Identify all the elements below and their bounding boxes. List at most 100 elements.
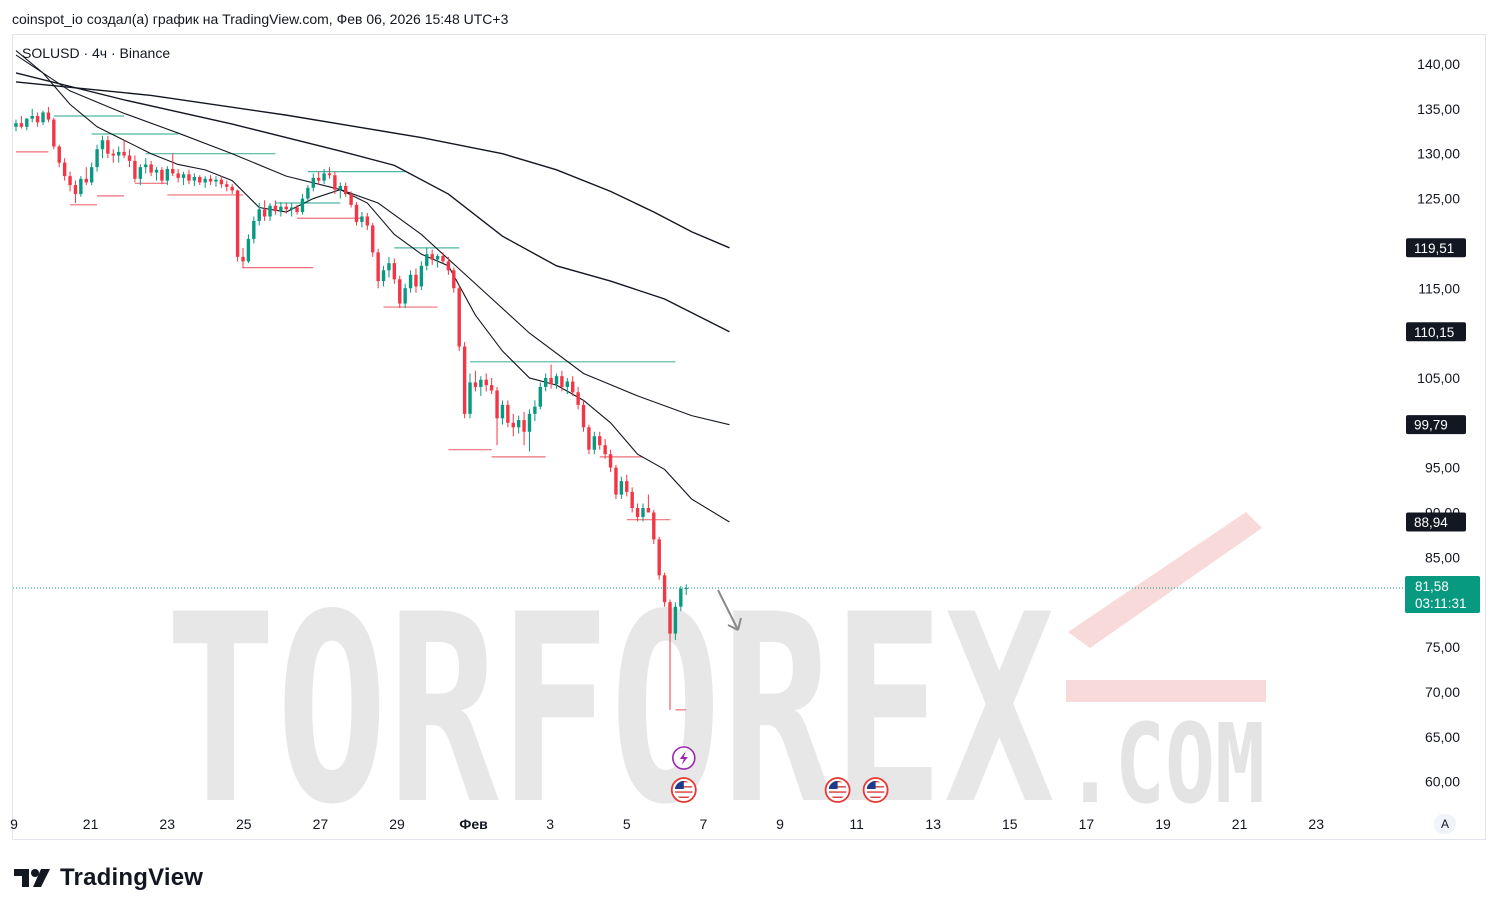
candle: [452, 267, 456, 293]
candle: [214, 176, 218, 187]
candle: [30, 108, 34, 123]
down-arrow-icon: [717, 589, 742, 631]
candle: [619, 476, 624, 500]
candle: [468, 373, 472, 419]
candle: [441, 252, 445, 264]
candle: [565, 377, 570, 395]
moving-average-line: [15, 50, 730, 523]
candle: [89, 162, 94, 186]
candle: [587, 424, 591, 455]
events[interactable]: [670, 746, 889, 803]
candle: [246, 234, 251, 264]
candle: [533, 400, 537, 422]
candle: [122, 140, 126, 159]
us-flag-icon[interactable]: [862, 777, 889, 803]
candle: [268, 203, 272, 221]
candle: [338, 182, 342, 199]
x-tick-label: 11: [849, 816, 864, 832]
candle: [462, 342, 467, 419]
candle: [495, 386, 499, 446]
footer-logo[interactable]: TradingView: [14, 864, 203, 892]
auto-scale-button[interactable]: A: [1434, 814, 1456, 834]
candle: [127, 149, 132, 168]
candle: [322, 168, 326, 185]
x-tick-label: 19: [1155, 816, 1171, 832]
candle: [316, 171, 321, 186]
candle: [262, 200, 267, 221]
candle: [360, 212, 364, 228]
candle: [522, 412, 526, 446]
candle: [484, 373, 488, 392]
symbol-title[interactable]: SOLUSD · 4ч · Binance: [22, 45, 171, 61]
candle: [176, 168, 180, 183]
x-tick-label: Фев: [459, 816, 488, 832]
candle: [403, 283, 407, 308]
candle: [192, 173, 197, 186]
candle: [160, 167, 164, 185]
candle: [225, 180, 229, 192]
ma-price-badge: 110,15: [1406, 322, 1466, 342]
y-tick-label: 105,00: [1417, 370, 1460, 386]
candle: [430, 249, 434, 265]
candle: [684, 584, 688, 596]
tradingview-brand-text: TradingView: [60, 864, 204, 891]
watermark-main-text: TORFOREX: [165, 560, 1055, 862]
candle: [419, 261, 424, 291]
y-tick-label: 140,00: [1417, 56, 1460, 72]
candle: [662, 572, 667, 607]
x-axis: 9 21 23 25 27 29 Фев 3 5 7 9 11 13 15 17 19 21 23: [10, 816, 1324, 832]
candle: [154, 167, 159, 181]
moving-average-line: [15, 72, 730, 333]
candle: [376, 248, 380, 289]
candle: [543, 373, 548, 392]
candle: [57, 144, 61, 168]
x-tick-label: 9: [10, 816, 18, 832]
lightning-icon[interactable]: [671, 746, 696, 770]
candle: [279, 202, 283, 217]
candle: [392, 258, 397, 284]
current-price-value: 81,58: [1415, 579, 1449, 594]
candle: [516, 415, 521, 434]
x-tick-label: 23: [159, 816, 175, 832]
watermark: TORFOREX .COM: [165, 512, 1266, 862]
candle: [181, 171, 186, 186]
candle: [289, 203, 294, 217]
us-flag-icon[interactable]: [670, 777, 697, 803]
x-tick-label: 13: [925, 816, 941, 832]
us-flag-icon[interactable]: [824, 777, 851, 803]
candle: [311, 173, 315, 192]
candle: [327, 167, 332, 179]
candle: [646, 494, 651, 513]
candle: [641, 503, 645, 522]
candle: [625, 474, 629, 497]
svg-text:99,79: 99,79: [1414, 418, 1448, 433]
candle: [511, 413, 515, 437]
candle: [598, 431, 602, 450]
candle: [527, 409, 532, 452]
x-tick-label: 27: [313, 816, 329, 832]
ma-price-badge: 88,94: [1406, 512, 1466, 532]
candle: [300, 194, 305, 215]
candle: [614, 464, 618, 500]
candle: [198, 175, 202, 186]
watermark-arrow-icon: [1066, 512, 1266, 702]
candle: [230, 184, 234, 195]
moving-average-line: [15, 54, 730, 426]
candle: [306, 185, 310, 204]
candle: [284, 203, 288, 214]
y-tick-label: 70,00: [1425, 684, 1460, 700]
candle: [165, 166, 170, 186]
y-tick-label: 75,00: [1425, 639, 1460, 655]
x-tick-label: 9: [776, 816, 784, 832]
candle: [457, 285, 461, 352]
candle: [560, 370, 564, 392]
candle: [381, 265, 386, 287]
moving-average-line: [15, 81, 730, 249]
y-tick-label: 125,00: [1417, 191, 1460, 207]
candle: [608, 449, 613, 473]
candle: [208, 175, 213, 186]
candle: [446, 256, 451, 275]
y-tick-label: 85,00: [1425, 549, 1460, 565]
candle: [489, 377, 494, 395]
